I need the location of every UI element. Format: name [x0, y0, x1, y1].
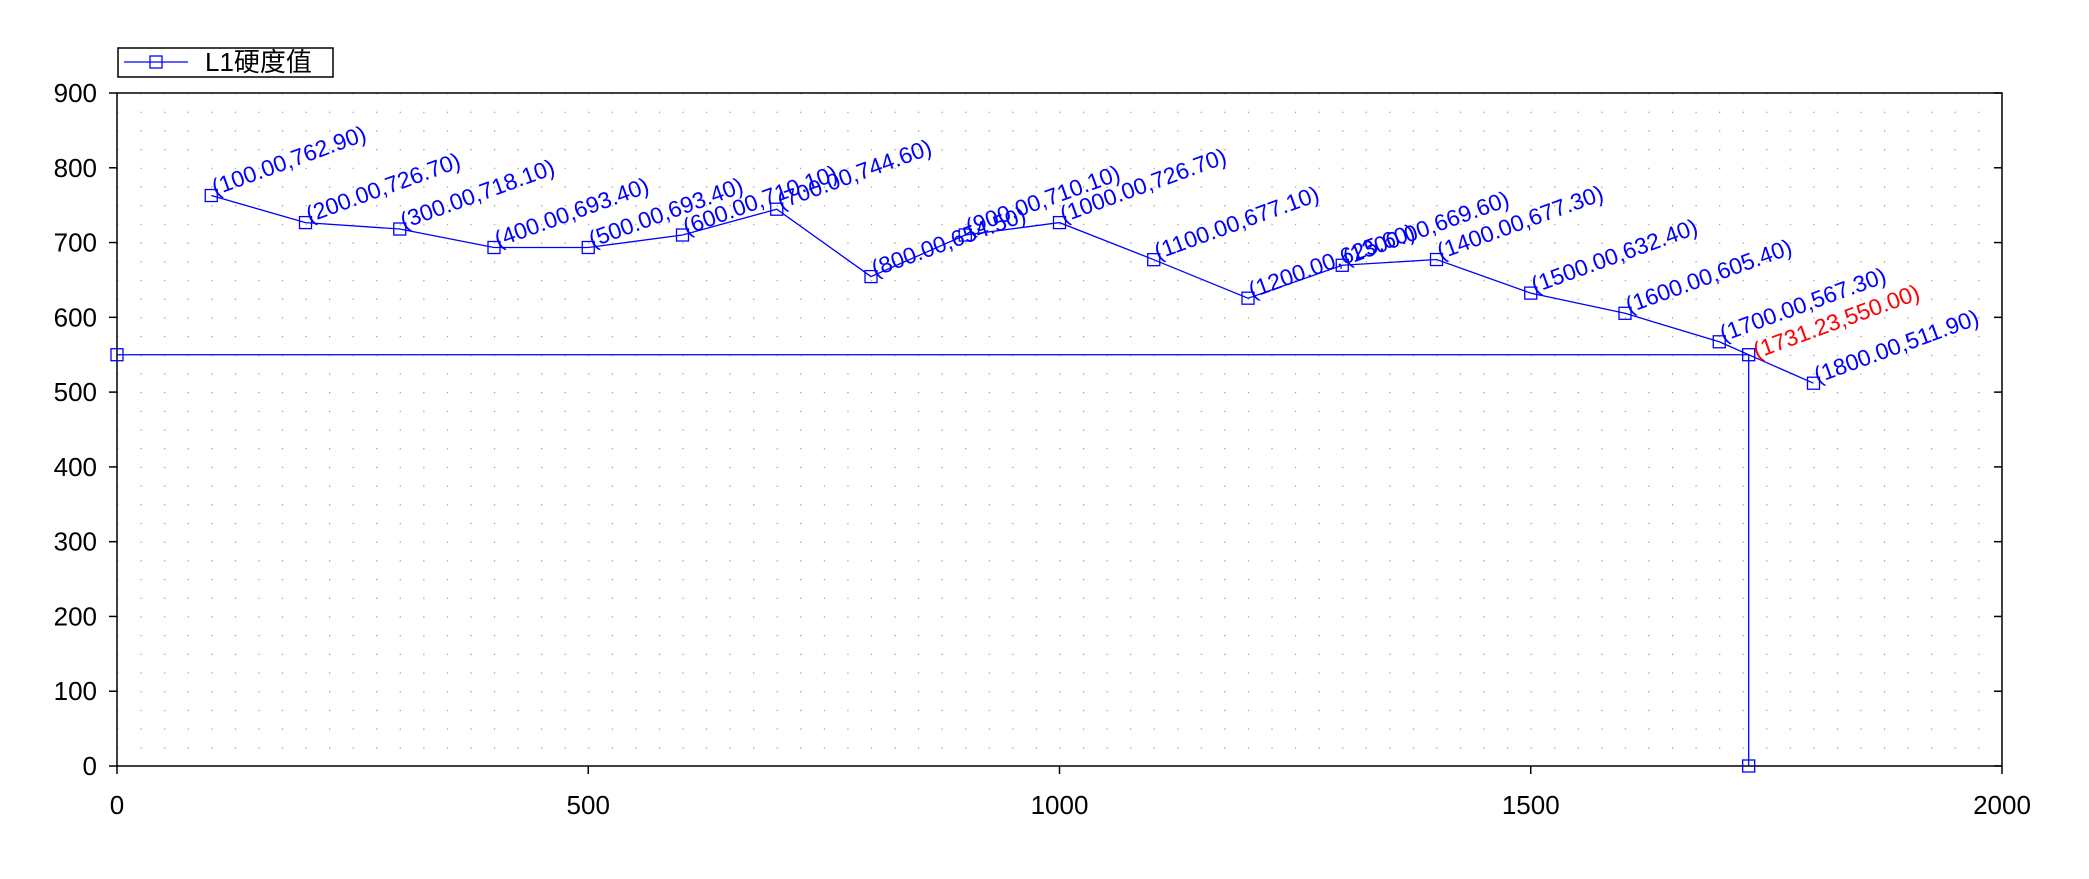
- point: [1052, 215, 1067, 230]
- y-tick-label: 900: [54, 78, 97, 108]
- y-tick-label: 700: [54, 228, 97, 258]
- cursor-y-end: [110, 348, 124, 362]
- point: [864, 269, 878, 284]
- y-tick-label: 100: [54, 676, 97, 706]
- minor-grid: [117, 93, 2002, 766]
- x-tick-label: 500: [567, 790, 610, 820]
- point: [487, 240, 501, 255]
- point: [1335, 258, 1349, 272]
- point: [1524, 286, 1538, 300]
- point: [298, 215, 313, 230]
- cursor-point: [1742, 348, 1756, 362]
- x-tick-label: 1500: [1502, 790, 1560, 820]
- cursor-x-end: [1742, 759, 1756, 773]
- point: [1241, 291, 1255, 305]
- legend: L1硬度值: [117, 47, 334, 78]
- point: [770, 202, 784, 216]
- point: [204, 188, 218, 203]
- point: [1712, 335, 1726, 349]
- y-tick-label: 200: [54, 601, 97, 631]
- point: [1429, 252, 1444, 267]
- y-tick-label: 400: [54, 452, 97, 482]
- y-tick-label: 500: [54, 377, 97, 407]
- point: [393, 222, 407, 236]
- legend-marker: [149, 55, 163, 69]
- point: [958, 228, 972, 242]
- y-tick-label: 800: [54, 153, 97, 183]
- point: [1147, 253, 1161, 267]
- point: [1806, 376, 1821, 390]
- y-tick-label: 300: [54, 527, 97, 557]
- series-line: [211, 194, 1814, 384]
- x-tick-label: 2000: [1973, 790, 2031, 820]
- point: [581, 240, 595, 255]
- point: [675, 228, 690, 242]
- legend-label: L1硬度值: [205, 47, 312, 77]
- y-tick-label: 0: [83, 751, 97, 781]
- x-tick-label: 0: [110, 790, 124, 820]
- y-tick-label: 600: [54, 302, 97, 332]
- point: [1618, 306, 1632, 320]
- x-tick-label: 1000: [1031, 790, 1089, 820]
